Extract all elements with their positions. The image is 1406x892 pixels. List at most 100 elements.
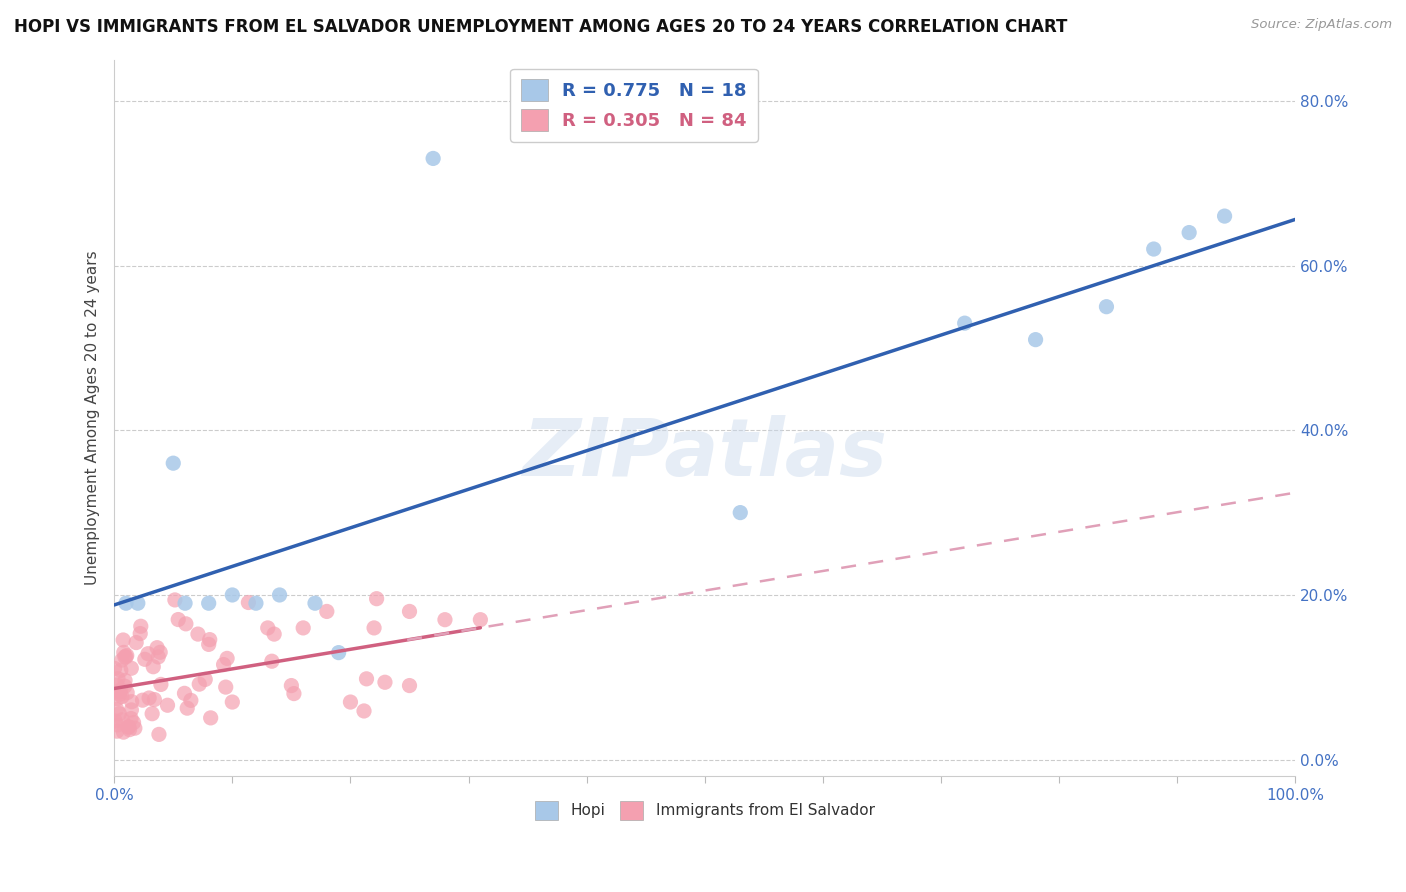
- Point: [105, 678, 128, 692]
- Point: [115, 649, 138, 664]
- Point: [120, 712, 142, 726]
- Point: [221, 588, 243, 602]
- Point: [197, 596, 219, 610]
- Point: [103, 661, 125, 675]
- Point: [269, 588, 291, 602]
- Point: [398, 604, 420, 618]
- Point: [953, 316, 976, 330]
- Point: [118, 720, 141, 734]
- Point: [162, 456, 184, 470]
- Point: [315, 604, 337, 618]
- Point: [339, 695, 361, 709]
- Point: [111, 690, 134, 704]
- Point: [111, 713, 134, 727]
- Point: [105, 702, 128, 716]
- Point: [115, 685, 138, 699]
- Point: [131, 693, 153, 707]
- Point: [217, 651, 239, 665]
- Point: [212, 657, 235, 672]
- Point: [263, 627, 285, 641]
- Point: [110, 682, 132, 697]
- Point: [1095, 300, 1118, 314]
- Point: [136, 647, 159, 661]
- Point: [398, 679, 420, 693]
- Point: [108, 706, 131, 721]
- Point: [173, 686, 195, 700]
- Point: [353, 704, 375, 718]
- Point: [115, 596, 138, 610]
- Point: [120, 661, 142, 675]
- Y-axis label: Unemployment Among Ages 20 to 24 years: Unemployment Among Ages 20 to 24 years: [86, 251, 100, 585]
- Point: [187, 627, 209, 641]
- Point: [112, 725, 135, 739]
- Point: [129, 626, 152, 640]
- Point: [1213, 209, 1236, 223]
- Point: [356, 672, 378, 686]
- Point: [163, 593, 186, 607]
- Point: [148, 649, 170, 664]
- Legend: Hopi, Immigrants from El Salvador: Hopi, Immigrants from El Salvador: [529, 795, 880, 826]
- Point: [174, 596, 197, 610]
- Point: [107, 718, 129, 732]
- Point: [114, 673, 136, 688]
- Point: [146, 640, 169, 655]
- Text: Source: ZipAtlas.com: Source: ZipAtlas.com: [1251, 18, 1392, 31]
- Point: [104, 714, 127, 728]
- Point: [107, 691, 129, 706]
- Point: [141, 706, 163, 721]
- Point: [422, 152, 444, 166]
- Point: [127, 596, 149, 610]
- Point: [470, 613, 492, 627]
- Point: [1025, 333, 1047, 347]
- Point: [174, 616, 197, 631]
- Point: [143, 692, 166, 706]
- Point: [129, 619, 152, 633]
- Point: [117, 720, 139, 734]
- Point: [730, 506, 752, 520]
- Point: [108, 687, 131, 701]
- Point: [260, 654, 283, 668]
- Point: [167, 613, 190, 627]
- Point: [118, 723, 141, 737]
- Point: [115, 648, 138, 663]
- Point: [194, 673, 217, 687]
- Point: [283, 687, 305, 701]
- Point: [328, 646, 350, 660]
- Point: [112, 645, 135, 659]
- Text: ZIPatlas: ZIPatlas: [522, 415, 887, 492]
- Point: [1178, 226, 1201, 240]
- Point: [112, 632, 135, 647]
- Point: [198, 632, 221, 647]
- Point: [238, 595, 260, 609]
- Point: [200, 711, 222, 725]
- Point: [433, 613, 456, 627]
- Point: [1143, 242, 1166, 256]
- Point: [256, 621, 278, 635]
- Point: [149, 645, 172, 659]
- Point: [124, 721, 146, 735]
- Point: [107, 672, 129, 686]
- Point: [176, 701, 198, 715]
- Point: [363, 621, 385, 635]
- Point: [180, 693, 202, 707]
- Point: [197, 637, 219, 651]
- Text: HOPI VS IMMIGRANTS FROM EL SALVADOR UNEMPLOYMENT AMONG AGES 20 TO 24 YEARS CORRE: HOPI VS IMMIGRANTS FROM EL SALVADOR UNEM…: [14, 18, 1067, 36]
- Point: [105, 724, 128, 739]
- Point: [149, 677, 172, 691]
- Point: [114, 679, 136, 693]
- Point: [366, 591, 388, 606]
- Point: [114, 649, 136, 664]
- Point: [245, 596, 267, 610]
- Point: [125, 635, 148, 649]
- Point: [122, 715, 145, 730]
- Point: [108, 685, 131, 699]
- Point: [188, 677, 211, 691]
- Point: [156, 698, 179, 713]
- Point: [110, 663, 132, 677]
- Point: [121, 695, 143, 709]
- Point: [280, 679, 302, 693]
- Point: [148, 727, 170, 741]
- Point: [120, 703, 142, 717]
- Point: [221, 695, 243, 709]
- Point: [111, 653, 134, 667]
